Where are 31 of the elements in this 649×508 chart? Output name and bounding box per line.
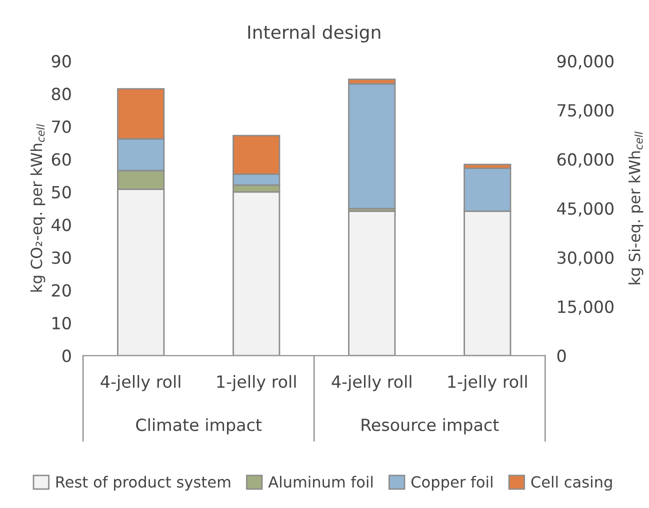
- x-tick-label: 1-jelly roll: [217, 375, 296, 392]
- y-tick-label: 0: [62, 350, 71, 362]
- legend-label: Cell casing: [531, 476, 612, 491]
- y2-tick-label: 75,000: [558, 104, 614, 118]
- y-axis-title: kg CO₂-eq. per kWh$_{cell}$: [30, 124, 46, 292]
- text: Resource impact: [362, 418, 499, 434]
- y-tick-label: 70: [52, 120, 71, 134]
- legend-label: Rest of product system: [56, 476, 230, 491]
- y2-tick-label: 60,000: [557, 153, 614, 168]
- y-tick-label: 60: [52, 153, 71, 166]
- x-tick-label: 1-jelly roll: [448, 375, 527, 392]
- y-tick-label: 10: [52, 316, 71, 330]
- x-tick-label: 4-jelly roll: [100, 375, 180, 392]
- y2-tick-label: 90,000: [557, 54, 614, 70]
- y2-tick-label: 30,000: [558, 251, 614, 266]
- y2-tick-label: 15,000: [558, 300, 614, 315]
- y-tick-label: 50: [52, 186, 71, 198]
- y-tick-label: 40: [52, 218, 71, 232]
- text: Climate impact: [136, 418, 262, 434]
- y2-axis-title: kg Si-eq. per kWh$_{cell}$: [628, 132, 644, 284]
- y2-tick-label: 0: [557, 350, 566, 362]
- chart-title: Internal design: [248, 25, 380, 42]
- y-tick-label: 90: [52, 54, 71, 68]
- bar: [348, 210, 396, 356]
- y-tick-label: 20: [52, 284, 71, 297]
- y-tick-label: 80: [52, 88, 71, 100]
- legend-label: Copper foil: [411, 476, 492, 491]
- legend-label: Aluminum foil: [268, 476, 373, 488]
- x-tick-label: 4-jelly roll: [332, 375, 412, 392]
- y2-tick-label: 45,000: [557, 202, 614, 217]
- y-tick-label: 30: [52, 251, 71, 264]
